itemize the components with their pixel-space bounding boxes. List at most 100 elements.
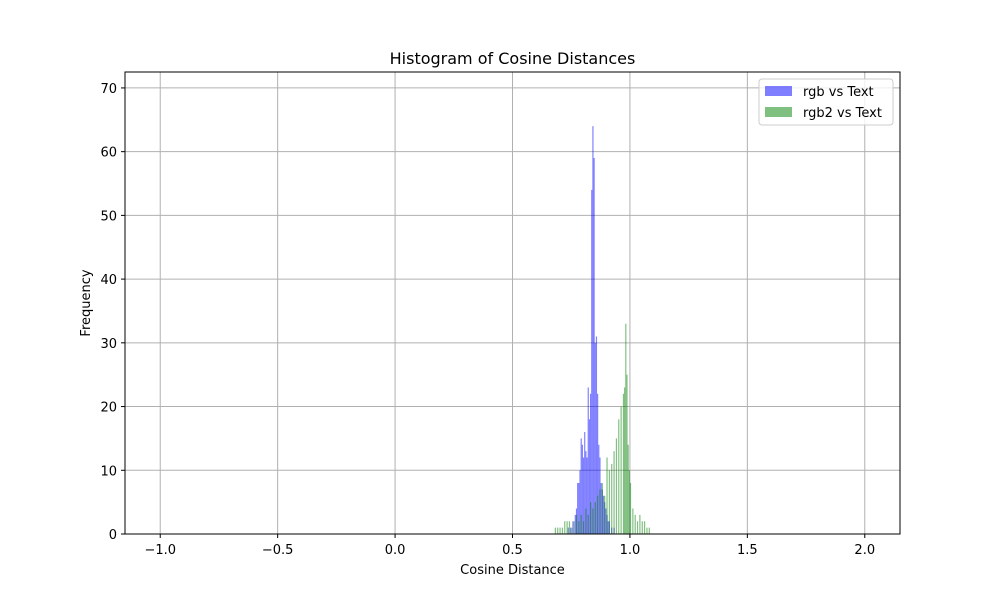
legend-box	[758, 78, 894, 126]
legend-label: rgb vs Text	[803, 85, 874, 100]
histogram-bar	[568, 521, 571, 534]
series-2	[554, 323, 650, 534]
histogram-bar	[588, 419, 590, 534]
histogram-bar	[586, 457, 588, 534]
histogram-bar	[646, 527, 648, 534]
histogram-bar	[611, 463, 613, 534]
histogram-bar	[644, 521, 646, 534]
bars	[554, 126, 650, 534]
histogram-bar	[573, 521, 575, 534]
histogram-bar	[648, 527, 650, 534]
histogram-bar	[574, 514, 576, 534]
histogram-bar	[608, 470, 610, 534]
y-tick-label: 50	[100, 209, 117, 224]
y-axis-label: Frequency	[79, 269, 94, 336]
histogram-bar	[554, 527, 556, 534]
histogram-bar	[572, 521, 574, 534]
legend-swatch	[765, 86, 792, 96]
x-tick-label: 2.0	[854, 543, 875, 558]
y-tick-label: 20	[100, 401, 117, 416]
histogram-bar	[585, 451, 587, 534]
histogram-bar	[582, 457, 585, 534]
histogram-bar	[585, 508, 587, 534]
histogram-bar	[582, 521, 585, 534]
histogram-bar	[597, 393, 599, 534]
histogram-bar	[604, 495, 606, 534]
histogram-bar	[575, 514, 578, 534]
x-axis-label: Cosine Distance	[460, 563, 565, 578]
histogram-bar	[620, 406, 622, 534]
histogram-bar	[584, 432, 586, 534]
histogram-bar	[636, 521, 639, 534]
x-tick-label: 1.5	[737, 543, 758, 558]
histogram-bar	[595, 336, 598, 534]
y-tick-label: 60	[100, 146, 117, 161]
histogram-bar	[625, 323, 627, 534]
histogram-bar	[592, 508, 594, 534]
histogram-bar	[607, 521, 609, 534]
histogram-bar	[590, 502, 592, 534]
histogram-bar	[618, 419, 620, 534]
histogram-bar	[590, 393, 592, 534]
histogram-bar	[577, 483, 579, 534]
legend: rgb vs Text rgb2 vs Text	[758, 78, 894, 126]
histogram-bar	[602, 495, 605, 534]
histogram-bar	[587, 387, 589, 534]
histogram-bar	[639, 514, 641, 534]
histogram-bar	[580, 514, 582, 534]
x-tick-label: −1.0	[144, 543, 176, 558]
legend-label: rgb2 vs Text	[803, 106, 882, 121]
histogram-bar	[561, 527, 563, 534]
histogram-bar	[601, 483, 603, 534]
y-tick-label: 10	[100, 464, 117, 479]
histogram-bar	[557, 527, 559, 534]
x-tick-label: 1.0	[620, 543, 641, 558]
histogram-bar	[622, 393, 625, 534]
histogram-bar	[578, 483, 580, 534]
histogram-bar	[606, 457, 608, 534]
y-tick-label: 30	[100, 337, 117, 352]
histogram-bar	[599, 489, 601, 534]
histogram-bar	[624, 387, 626, 534]
histogram-bar	[559, 527, 561, 534]
histogram-bar	[566, 521, 568, 534]
histogram-bar	[641, 521, 643, 534]
histogram-bar	[629, 483, 632, 534]
histogram-bar	[571, 527, 573, 534]
histogram-bar	[581, 444, 583, 534]
histogram-bar	[600, 483, 602, 534]
histogram-bar	[626, 374, 628, 534]
histogram-bar	[634, 514, 636, 534]
histogram-bar	[594, 342, 596, 534]
histogram-bar	[605, 508, 607, 534]
histogram-bar	[628, 470, 630, 534]
histogram-bar	[578, 521, 580, 534]
histogram-bar	[598, 444, 600, 534]
histogram-bar	[587, 514, 589, 534]
ticks: −1.0 −0.5 0.0 0.5 1.0 1.5 2.0 0 10 20 30 40 50 60 70	[100, 82, 875, 558]
histogram-bar	[591, 189, 593, 534]
x-tick-label: −0.5	[262, 543, 294, 558]
histogram-bar	[627, 444, 629, 534]
histogram-bar	[570, 527, 572, 534]
histogram-bar	[593, 158, 595, 534]
histogram-bar	[613, 451, 615, 534]
histogram-bar	[597, 495, 599, 534]
y-tick-label: 40	[100, 273, 117, 288]
histogram-bar	[615, 438, 618, 534]
histogram-bar	[579, 470, 581, 534]
histogram-bar	[632, 508, 634, 534]
x-tick-label: 0.5	[502, 543, 523, 558]
histogram-bar	[580, 438, 582, 534]
y-tick-label: 70	[100, 82, 117, 97]
chart-title: Histogram of Cosine Distances	[390, 49, 636, 68]
legend-swatch	[765, 107, 792, 117]
y-tick-label: 0	[109, 528, 117, 543]
histogram-bar	[594, 502, 596, 534]
x-tick-label: 0.0	[385, 543, 406, 558]
histogram-bar	[564, 521, 566, 534]
histogram-bar	[567, 527, 569, 534]
histogram-bar	[592, 126, 594, 534]
